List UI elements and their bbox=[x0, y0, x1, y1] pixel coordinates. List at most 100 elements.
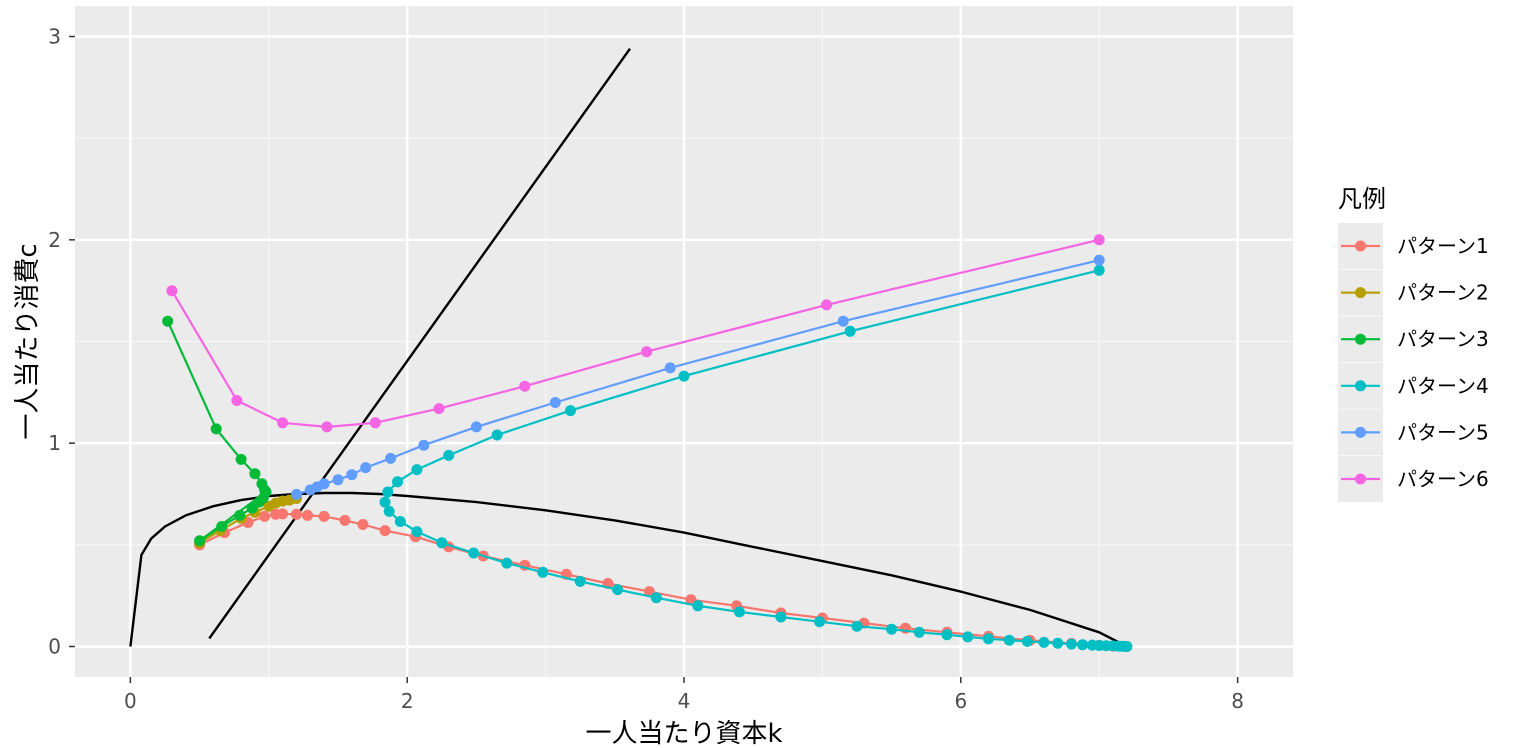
steady-capital-line bbox=[208, 48, 631, 640]
legend-key-point bbox=[1355, 380, 1366, 392]
data-point bbox=[775, 611, 787, 623]
data-point bbox=[302, 509, 313, 521]
data-point bbox=[443, 449, 455, 461]
data-point bbox=[519, 380, 531, 392]
data-point bbox=[357, 519, 369, 530]
data-point bbox=[166, 285, 178, 297]
data-point bbox=[468, 547, 480, 559]
data-point bbox=[259, 510, 271, 522]
data-point bbox=[318, 510, 330, 522]
legend-label: パターン6 bbox=[1397, 467, 1489, 491]
data-point bbox=[318, 478, 330, 490]
data-point bbox=[382, 486, 394, 498]
data-point bbox=[1093, 234, 1105, 246]
data-point bbox=[234, 509, 246, 521]
x-tick-label: 4 bbox=[678, 689, 691, 713]
data-point bbox=[1066, 638, 1077, 650]
data-point bbox=[235, 453, 247, 465]
data-point bbox=[814, 616, 826, 628]
data-point bbox=[1121, 641, 1133, 652]
x-tick-label: 2 bbox=[401, 689, 414, 713]
data-point bbox=[231, 395, 243, 406]
series-pattern-4 bbox=[379, 264, 1133, 652]
data-point bbox=[733, 606, 745, 618]
data-point bbox=[664, 362, 676, 374]
series-layer bbox=[162, 234, 1133, 652]
data-point bbox=[549, 397, 561, 408]
data-point bbox=[379, 525, 391, 537]
data-point bbox=[257, 492, 269, 504]
x-tick-label: 8 bbox=[1231, 689, 1244, 713]
data-point bbox=[360, 462, 372, 474]
data-point bbox=[886, 623, 898, 635]
legend-key-point bbox=[1355, 473, 1366, 485]
y-tick-label: 1 bbox=[48, 431, 61, 455]
legend: 凡例 パターン1 パターン2 パターン3 パターン4 パターン5 パターン6 bbox=[1338, 185, 1489, 502]
legend-label: パターン2 bbox=[1397, 281, 1489, 305]
legend-label: パターン3 bbox=[1397, 327, 1489, 351]
legend-label: パターン5 bbox=[1397, 420, 1489, 444]
series-line bbox=[170, 238, 1100, 428]
data-point bbox=[291, 488, 302, 500]
data-point bbox=[501, 557, 513, 569]
data-point bbox=[641, 346, 653, 358]
x-tick-label: 0 bbox=[124, 689, 137, 713]
x-axis-title: 一人当たり資本k bbox=[585, 719, 782, 748]
y-axis-title: 一人当たり消費c bbox=[13, 243, 43, 439]
reference-curves bbox=[129, 48, 1128, 648]
data-point bbox=[385, 452, 397, 464]
data-point bbox=[1093, 264, 1105, 276]
data-point bbox=[392, 476, 403, 488]
data-point bbox=[418, 439, 430, 451]
data-point bbox=[436, 537, 448, 549]
data-point bbox=[1021, 635, 1033, 647]
data-point bbox=[321, 421, 333, 433]
steady-consumption-curve bbox=[129, 491, 1128, 648]
tick-labels: 0 2 4 6 8 0 1 2 3 bbox=[48, 25, 1244, 714]
data-point bbox=[1077, 639, 1089, 651]
data-point bbox=[346, 469, 358, 481]
data-point bbox=[291, 508, 302, 520]
data-point bbox=[650, 592, 662, 604]
legend-key-point bbox=[1355, 426, 1366, 438]
x-tick-label: 6 bbox=[954, 689, 967, 713]
data-point bbox=[844, 325, 856, 337]
data-point bbox=[983, 633, 994, 645]
data-point bbox=[332, 474, 344, 486]
data-point bbox=[1093, 254, 1105, 266]
data-point bbox=[837, 315, 849, 327]
legend-key-point bbox=[1355, 287, 1366, 299]
legend-label: パターン1 bbox=[1397, 234, 1489, 258]
data-point bbox=[913, 626, 925, 638]
data-point bbox=[277, 508, 289, 520]
data-point bbox=[941, 629, 953, 641]
series-pattern-3 bbox=[162, 315, 272, 547]
data-point bbox=[537, 566, 549, 578]
data-point bbox=[491, 429, 503, 441]
data-point bbox=[470, 421, 482, 433]
data-point bbox=[678, 370, 690, 382]
legend-title: 凡例 bbox=[1338, 185, 1386, 213]
legend-key-point bbox=[1355, 240, 1366, 252]
data-point bbox=[383, 505, 395, 517]
data-point bbox=[379, 496, 391, 508]
data-point bbox=[162, 315, 174, 327]
series-pattern-6 bbox=[166, 234, 1105, 433]
legend-key-point bbox=[1355, 333, 1366, 345]
data-point bbox=[1003, 634, 1015, 646]
data-point bbox=[692, 600, 704, 612]
data-point bbox=[1038, 636, 1050, 648]
data-point bbox=[216, 521, 228, 532]
y-tick-label: 0 bbox=[48, 635, 61, 659]
data-point bbox=[565, 405, 576, 417]
data-point bbox=[1052, 637, 1064, 649]
data-point bbox=[369, 417, 381, 429]
data-point bbox=[433, 403, 445, 415]
data-point bbox=[411, 464, 423, 476]
series-pattern-5 bbox=[291, 254, 1105, 500]
data-point bbox=[210, 423, 222, 435]
data-point bbox=[339, 514, 351, 526]
legend-label: パターン4 bbox=[1397, 374, 1489, 398]
data-point bbox=[277, 417, 289, 429]
